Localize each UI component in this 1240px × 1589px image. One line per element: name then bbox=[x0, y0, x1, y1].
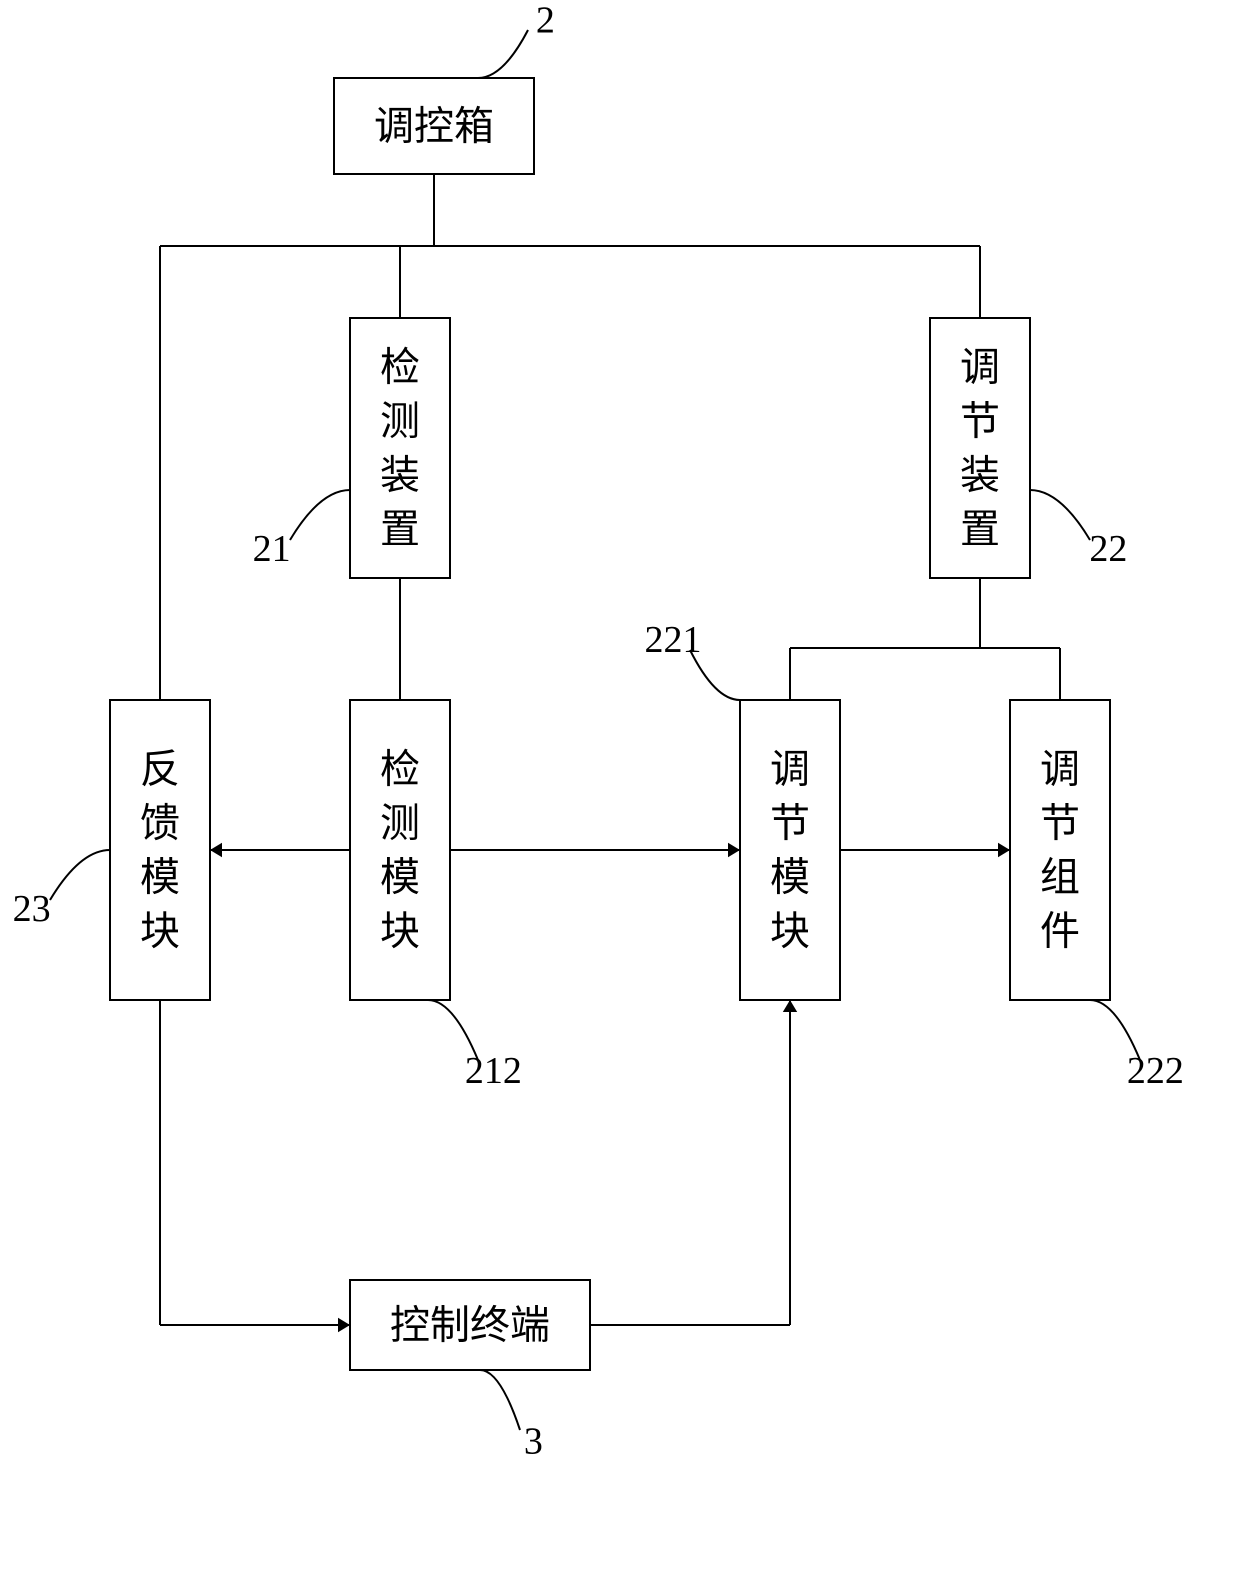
ref-label: 2 bbox=[536, 0, 555, 41]
node-label: 块 bbox=[770, 909, 810, 954]
node-detect_mod bbox=[350, 700, 450, 1000]
flowchart-canvas: 22122232122212223调控箱检测装置调节装置反馈模块检测模块调节模块… bbox=[0, 0, 1240, 1589]
node-label: 模 bbox=[770, 855, 810, 900]
node-label: 置 bbox=[380, 507, 420, 552]
node-label: 模 bbox=[380, 855, 420, 900]
ref-label: 222 bbox=[1127, 1050, 1184, 1092]
node-label: 节 bbox=[770, 801, 810, 846]
arrowhead bbox=[338, 1318, 350, 1332]
node-label: 件 bbox=[1040, 909, 1080, 954]
node-label: 馈 bbox=[140, 801, 180, 846]
node-label: 置 bbox=[960, 507, 1000, 552]
node-label: 节 bbox=[960, 399, 1000, 444]
ref-leader bbox=[1030, 490, 1090, 540]
node-label: 调 bbox=[770, 747, 810, 792]
ref-leader bbox=[50, 850, 110, 900]
ref-leader bbox=[480, 1370, 520, 1430]
arrowhead bbox=[998, 843, 1010, 857]
arrowhead bbox=[210, 843, 222, 857]
ref-leader bbox=[478, 30, 528, 78]
node-label: 装 bbox=[960, 453, 1000, 498]
node-adjust_comp bbox=[1010, 700, 1110, 1000]
node-label: 装 bbox=[380, 453, 420, 498]
ref-label: 221 bbox=[645, 619, 702, 661]
node-label: 测 bbox=[380, 399, 420, 444]
node-label: 反 bbox=[140, 747, 180, 792]
node-label: 组 bbox=[1040, 855, 1080, 900]
node-feedback_mod bbox=[110, 700, 210, 1000]
node-label: 检 bbox=[380, 345, 420, 390]
node-label: 节 bbox=[1040, 801, 1080, 846]
node-label: 块 bbox=[140, 909, 180, 954]
node-adjust_mod bbox=[740, 700, 840, 1000]
node-label: 块 bbox=[380, 909, 420, 954]
ref-leader bbox=[290, 490, 350, 540]
node-label: 模 bbox=[140, 855, 180, 900]
node-label: 调 bbox=[1040, 747, 1080, 792]
arrowhead bbox=[783, 1000, 797, 1012]
node-label: 控制终端 bbox=[390, 1303, 550, 1348]
node-label: 调控箱 bbox=[374, 104, 494, 149]
node-label: 调 bbox=[960, 345, 1000, 390]
ref-label: 3 bbox=[524, 1421, 543, 1463]
node-label: 检 bbox=[380, 747, 420, 792]
ref-label: 212 bbox=[465, 1050, 522, 1092]
ref-label: 23 bbox=[13, 888, 51, 930]
ref-label: 21 bbox=[253, 528, 291, 570]
node-label: 测 bbox=[380, 801, 420, 846]
ref-label: 22 bbox=[1089, 528, 1127, 570]
arrowhead bbox=[728, 843, 740, 857]
